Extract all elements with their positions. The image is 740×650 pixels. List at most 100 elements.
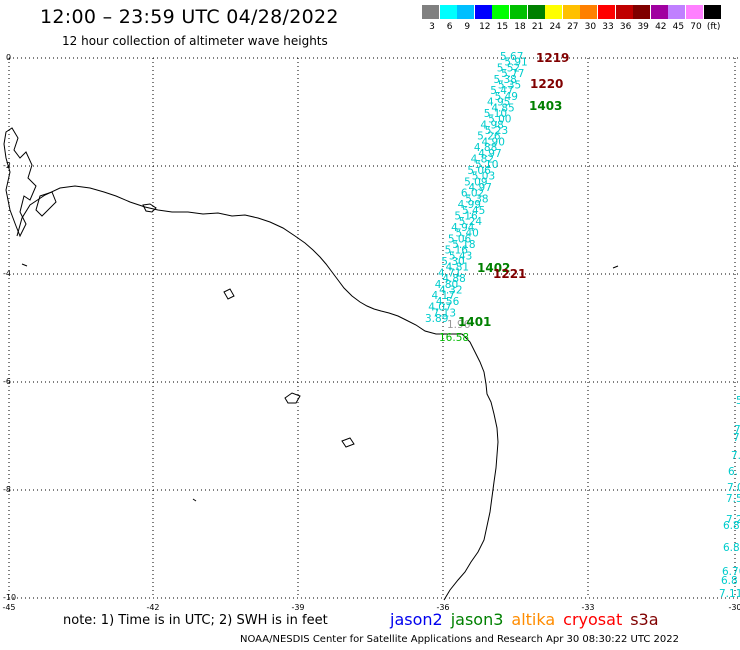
island-outline [3, 127, 37, 238]
swh-value: 6.8 [723, 520, 740, 532]
wave-height-track: 5.675.915.525.775.385.355.475.494.954.85… [425, 51, 528, 325]
scale-label: 42 [655, 22, 667, 32]
y-tick-label: -6 [3, 377, 11, 386]
swh-value: 5.03 [472, 171, 495, 183]
swh-value: 5.77 [501, 68, 524, 80]
pass-time-label: 1401 [458, 315, 491, 329]
satellite-legend: jason2 jason3 altika cryosat s3a [390, 610, 667, 629]
swh-value: 6.02 [461, 188, 484, 200]
island-outline [192, 498, 197, 502]
scale-swatch [474, 5, 492, 19]
swh-value: 5.40 [455, 228, 478, 240]
swh-value: 4.17 [432, 290, 455, 302]
swh-value: 5.26 [477, 131, 501, 143]
x-tick-label: -39 [291, 603, 304, 612]
satellite-label-jason2: jason2 [390, 610, 443, 629]
swh-value: 5.23 [485, 125, 508, 137]
pass-time-label: 1220 [530, 77, 563, 91]
coast-path [16, 185, 499, 601]
swh-value: 5.45 [462, 205, 485, 217]
swh-value: 6.8 [721, 575, 738, 587]
scale-swatch [562, 5, 580, 19]
y-tick-label: -10 [3, 593, 16, 602]
swh-value: 4.07 [428, 302, 451, 314]
pass-time-label: 1219 [536, 51, 569, 65]
swh-value: 4.56 [436, 296, 460, 308]
swh-value: 7.0 [727, 482, 740, 494]
scale-label: 27 [567, 22, 579, 32]
pass-time-label: 1221 [493, 267, 526, 281]
swh-value: 5.06 [448, 233, 472, 245]
island-outline [142, 203, 157, 213]
swh-value: 7. [734, 424, 740, 436]
swh-value: 5.35 [498, 79, 521, 91]
point-label: 1.96 [447, 319, 471, 331]
swh-value: 4.32 [439, 285, 462, 297]
swh-value: 3.89 [425, 313, 448, 325]
scale-swatch [615, 5, 633, 19]
scale-swatch [545, 5, 563, 19]
scale-label: 39 [637, 22, 649, 32]
swh-value: 5. [736, 395, 740, 407]
axis-tick-labels: -45 -42 -39 -36 -33 -30 0 -2 -4 -6 -8 -10 [2, 53, 740, 612]
swh-value: 7.11 [719, 588, 740, 600]
map-title: 12:00 – 23:59 UTC 04/28/2022 [40, 6, 339, 28]
credit-line: NOAA/NESDIS Center for Satellite Applica… [240, 634, 679, 645]
x-tick-label: -45 [2, 603, 15, 612]
scale-swatch [510, 5, 527, 19]
swh-value: 7.5 [726, 493, 740, 505]
scale-swatch [457, 5, 475, 19]
scale-label: 18 [514, 22, 526, 32]
swh-value: 7.7 [733, 432, 740, 444]
swh-value: 4.98 [480, 119, 503, 131]
swh-value: 6.8 [723, 542, 740, 554]
scale-swatch [439, 5, 457, 19]
point-label: 16.58 [439, 332, 469, 344]
swh-value: 5.38 [493, 74, 516, 86]
swh-value: 4.81 [446, 262, 469, 274]
scale-label: 33 [602, 22, 614, 32]
satellite-label-jason3: jason3 [450, 610, 504, 629]
swh-value: 5.18 [452, 239, 475, 251]
scale-swatch [633, 5, 651, 19]
footer-note: note: 1) Time is in UTC; 2) SWH is in fe… [63, 613, 328, 628]
y-tick-label: -8 [3, 485, 11, 494]
swh-value: 4.97 [469, 182, 492, 194]
swh-value: 5.24 [459, 216, 483, 228]
swh-value: 5.16 [454, 210, 478, 222]
scale-swatch [422, 5, 439, 19]
pass-time-label: 1403 [529, 99, 562, 113]
swh-value: 6.70 [722, 566, 740, 578]
coastline [3, 127, 619, 601]
swh-value: 4.95 [487, 97, 510, 109]
island-outline [612, 265, 619, 269]
swh-value: 5.52 [497, 62, 520, 74]
island-outline [21, 263, 28, 267]
edge-track: 5.7.7.77.6.7.07.57.26.86.86.706.87.11 [719, 395, 740, 600]
swh-value: 5.43 [449, 250, 472, 262]
scale-swatch [650, 5, 668, 19]
swh-value: 7. [731, 450, 740, 462]
island-outline [223, 288, 235, 300]
scale-swatch [686, 5, 703, 19]
swh-value: 4.97 [478, 148, 501, 160]
pass-time-label: 1402 [477, 261, 510, 275]
swh-value: 5.47 [490, 85, 513, 97]
satellite-label-altika: altika [511, 610, 556, 629]
scale-swatch [668, 5, 686, 19]
swh-value: 5.16 [445, 245, 469, 257]
scale-label: 70 [690, 22, 702, 32]
scale-label: 45 [672, 22, 685, 32]
swh-value: 4.85 [491, 102, 514, 114]
island-outline [35, 191, 57, 217]
swh-value: 5.10 [484, 108, 507, 120]
swh-value: 4.90 [482, 136, 505, 148]
satellite-label-cryosat: cryosat [563, 610, 623, 629]
island-outline [284, 392, 301, 404]
swh-value: 4.94 [451, 222, 475, 234]
swh-value: 5.30 [441, 256, 464, 268]
swh-value: 4.88 [442, 273, 465, 285]
swh-value: 4.80 [435, 279, 458, 291]
